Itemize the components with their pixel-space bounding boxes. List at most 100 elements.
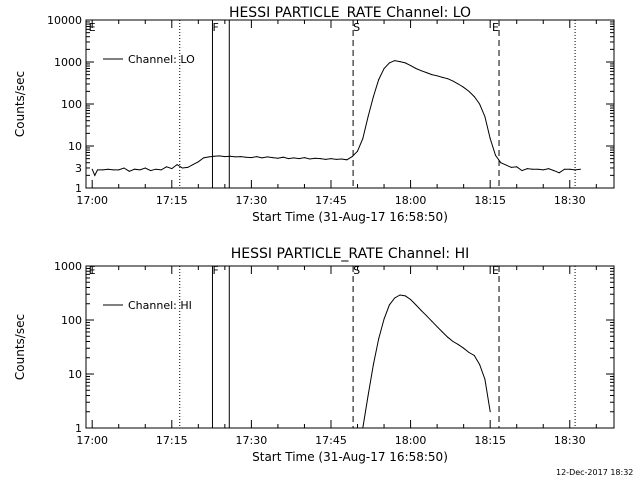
data-point	[473, 355, 475, 356]
data-point	[219, 155, 220, 157]
footer-date: 12-Dec-2017 18:32	[556, 468, 633, 477]
data-point	[128, 170, 130, 172]
data-point	[410, 299, 412, 300]
plot-frame	[85, 265, 615, 429]
data-point	[447, 78, 449, 80]
data-point	[489, 411, 491, 413]
hi-channel-panel: HESSI PARTICLE_RATE Channel: HI 1 10 100 100…	[13, 246, 615, 464]
data-point	[160, 169, 162, 171]
data-point	[394, 60, 396, 62]
data-point	[521, 170, 523, 172]
data-point	[197, 161, 199, 163]
data-point	[346, 159, 348, 161]
data-point	[314, 157, 316, 159]
data-point	[293, 157, 295, 159]
x-tick-label: 17:15	[156, 194, 188, 207]
data-point	[426, 315, 427, 317]
data-point	[415, 304, 417, 306]
data-point	[372, 96, 374, 98]
x-tick-label: 17:00	[76, 434, 108, 447]
data-point	[558, 172, 560, 174]
series-line	[91, 60, 581, 177]
data-point	[532, 168, 534, 170]
data-point	[256, 156, 258, 158]
data-point	[431, 74, 433, 76]
chart-title: HESSI PARTICLE_RATE Channel: HI	[231, 246, 469, 262]
data-point	[505, 164, 507, 166]
data-point	[378, 338, 380, 340]
data-point	[447, 336, 449, 338]
data-point	[399, 61, 401, 63]
data-point	[548, 168, 550, 170]
x-axis-label: Start Time (31-Aug-17 16:58:50)	[252, 450, 448, 464]
data-point	[579, 168, 581, 170]
y-tick-label: 1000	[54, 260, 82, 273]
x-tick-label: 18:00	[395, 194, 427, 207]
flag-letter: F	[212, 264, 218, 277]
data-point	[473, 96, 475, 98]
data-point	[319, 158, 321, 160]
data-point	[362, 138, 364, 140]
lo-channel-panel: HESSI PARTICLE_RATE Channel: LO 1 10 100 100…	[13, 5, 615, 224]
data-point	[383, 318, 385, 320]
data-point	[484, 116, 486, 118]
data-point	[192, 164, 194, 166]
x-tick-label: 18:15	[474, 194, 506, 207]
data-point	[277, 157, 279, 159]
plot-frame	[85, 19, 615, 189]
data-point	[94, 174, 96, 176]
flag-letter: E	[89, 21, 96, 34]
data-point	[367, 395, 369, 396]
data-point	[479, 103, 481, 105]
y-tick-label: 10	[68, 368, 82, 381]
data-point	[383, 68, 385, 69]
data-point	[282, 156, 284, 158]
data-point	[404, 62, 406, 64]
data-point	[500, 162, 502, 164]
data-point	[394, 297, 396, 299]
flag-letter: E	[89, 264, 96, 277]
data-point	[166, 166, 167, 168]
x-tick-label: 17:45	[315, 194, 347, 207]
data-point	[510, 166, 512, 168]
series-line	[362, 294, 491, 429]
data-point	[325, 158, 327, 160]
data-point	[330, 158, 332, 160]
data-point	[288, 158, 289, 160]
x-tick-label: 17:15	[156, 434, 188, 447]
data-point	[118, 169, 120, 171]
x-tick-label: 17:00	[76, 194, 108, 207]
data-point	[436, 75, 438, 77]
data-point	[229, 155, 231, 157]
data-point	[410, 65, 412, 67]
data-point	[266, 156, 268, 158]
data-point	[107, 168, 109, 170]
data-point	[388, 304, 390, 306]
x-axis-label: Start Time (31-Aug-17 16:58:50)	[252, 210, 448, 224]
chart-title: HESSI PARTICLE_RATE Channel: LO	[229, 5, 471, 21]
data-point	[457, 344, 459, 346]
x-tick-label: 18:00	[395, 434, 427, 447]
data-point	[495, 154, 496, 156]
data-point	[367, 116, 369, 118]
y-axis-label: Counts/sec	[13, 71, 27, 137]
data-point	[123, 167, 125, 169]
data-point	[134, 168, 136, 170]
data-point	[261, 157, 263, 159]
legend-label: Channel: LO	[128, 53, 195, 66]
data-point	[372, 364, 374, 365]
x-tick-label: 17:30	[236, 434, 268, 447]
data-point	[452, 341, 454, 342]
data-point	[489, 138, 491, 140]
flag-letter: S	[353, 21, 360, 34]
data-point	[309, 158, 311, 160]
data-point	[144, 167, 146, 169]
data-point	[526, 168, 528, 170]
legend-label: Channel: HI	[128, 299, 192, 312]
data-point	[463, 86, 465, 88]
data-point	[213, 155, 215, 157]
data-point	[150, 170, 152, 172]
y-tick-label: 100	[61, 314, 82, 327]
data-point	[139, 169, 141, 171]
